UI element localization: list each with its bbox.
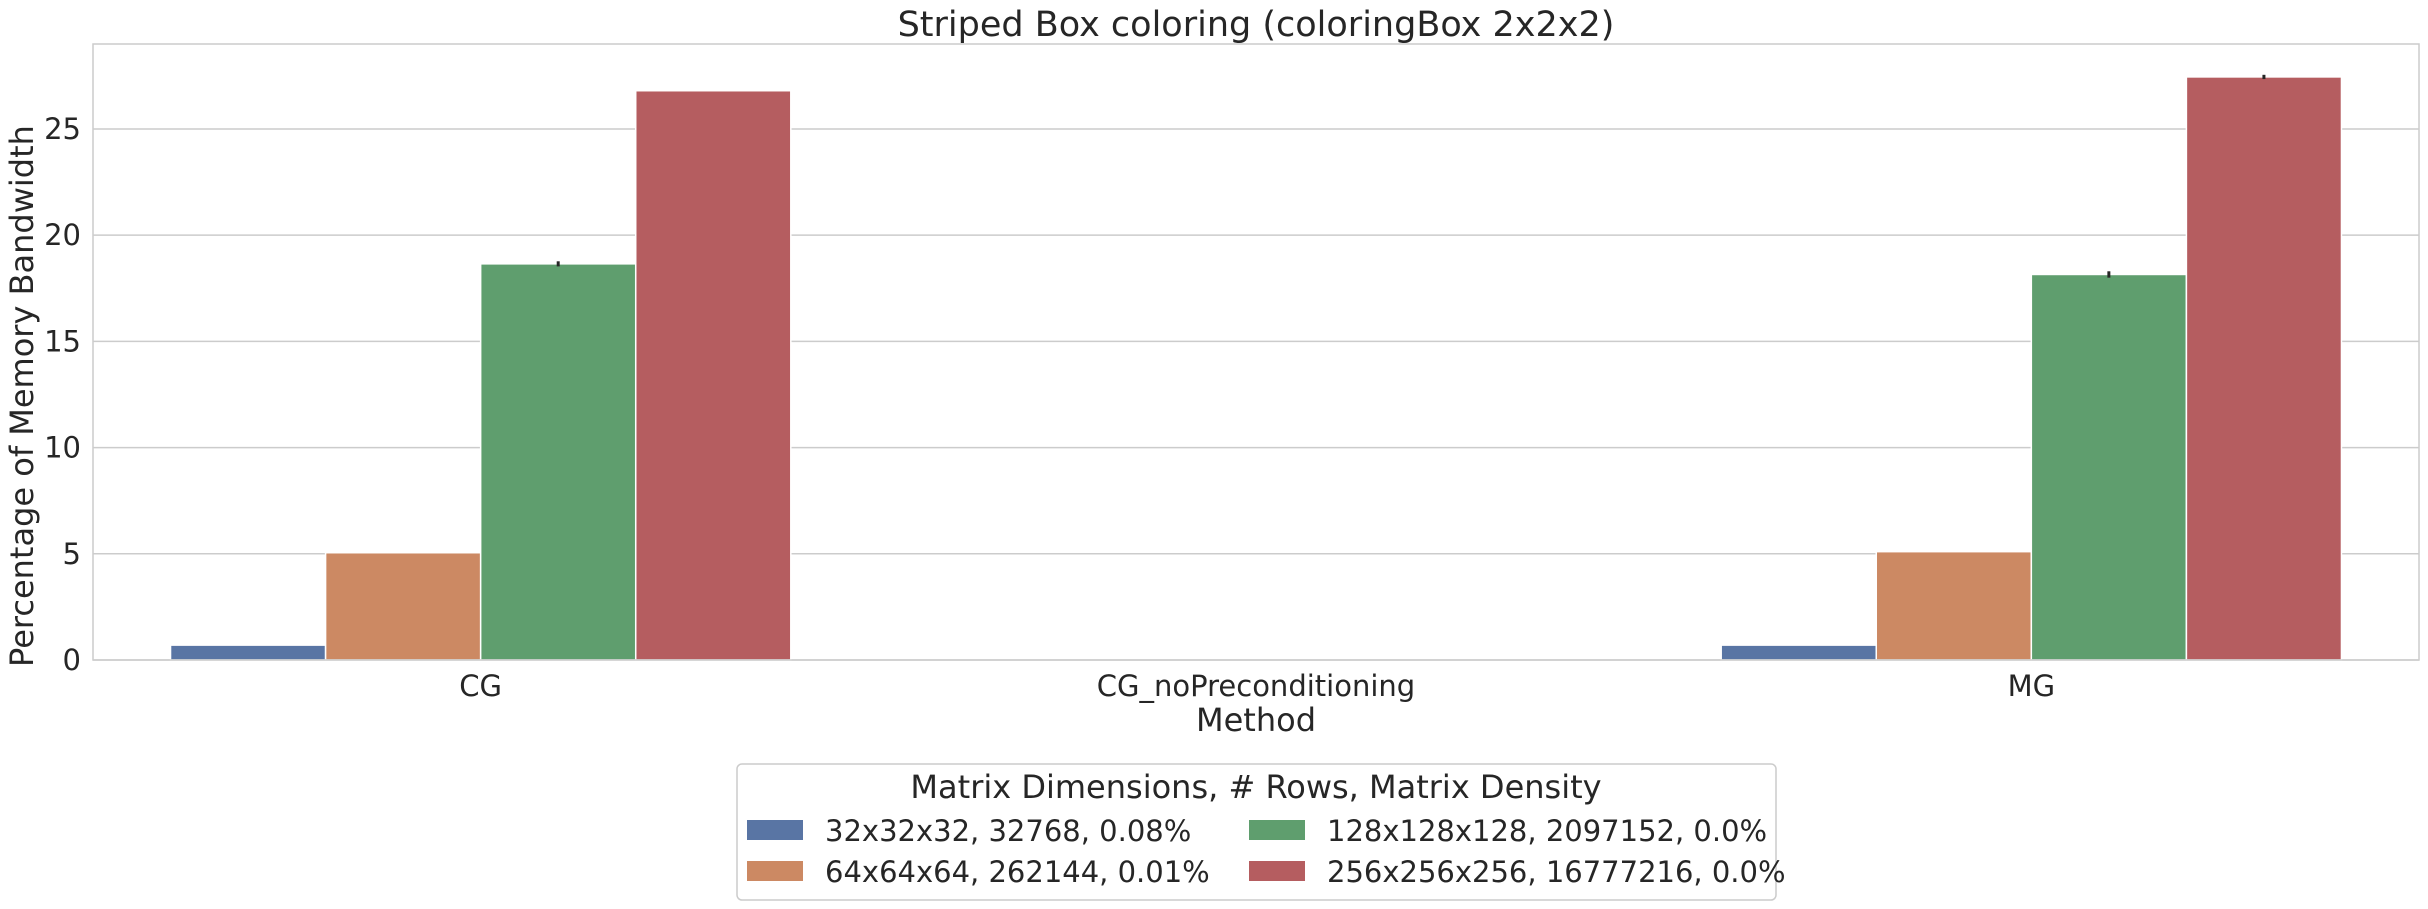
bar <box>2030 273 2188 661</box>
legend-items: 32x32x32, 32768, 0.08% 64x64x64, 262144, … <box>747 814 1786 889</box>
x-tick-labels: CG CG_noPreconditioning MG <box>459 669 2055 703</box>
x-tick-label: CG <box>459 669 502 703</box>
y-axis-title: Percentage of Memory Bandwidth <box>3 125 41 667</box>
y-tick-label: 0 <box>63 643 81 677</box>
bar <box>324 551 482 661</box>
legend-item: 64x64x64, 262144, 0.01% <box>747 855 1210 889</box>
legend-item: 32x32x32, 32768, 0.08% <box>747 814 1191 848</box>
bar <box>1875 550 2033 661</box>
legend-swatch <box>1249 861 1305 881</box>
y-tick-label: 25 <box>44 112 81 146</box>
legend-label: 256x256x256, 16777216, 0.0% <box>1327 855 1786 889</box>
legend-label: 32x32x32, 32768, 0.08% <box>825 814 1191 848</box>
y-tick-label: 15 <box>44 324 81 358</box>
bar <box>2185 76 2343 661</box>
legend-label: 128x128x128, 2097152, 0.0% <box>1327 814 1767 848</box>
y-tick-labels: 0 5 10 15 20 25 <box>44 112 81 677</box>
chart-title: Striped Box coloring (coloringBox 2x2x2) <box>898 5 1615 45</box>
x-axis-title: Method <box>1196 701 1316 739</box>
plot-frame <box>92 43 2420 661</box>
y-tick-label: 5 <box>63 537 81 571</box>
legend-swatch <box>747 820 803 840</box>
bars <box>169 76 2343 661</box>
legend-label: 64x64x64, 262144, 0.01% <box>825 855 1210 889</box>
x-tick-label: MG <box>2008 669 2056 703</box>
bar <box>634 89 792 661</box>
y-tick-label: 10 <box>44 431 81 465</box>
legend-title: Matrix Dimensions, # Rows, Matrix Densit… <box>910 768 1601 806</box>
legend-item: 128x128x128, 2097152, 0.0% <box>1249 814 1767 848</box>
error-bars <box>556 74 2266 278</box>
bar <box>169 644 327 661</box>
legend-item: 256x256x256, 16777216, 0.0% <box>1249 855 1786 889</box>
bar <box>1720 644 1878 661</box>
legend: Matrix Dimensions, # Rows, Matrix Densit… <box>736 763 1786 901</box>
legend-swatch <box>747 861 803 881</box>
x-tick-label: CG_noPreconditioning <box>1097 669 1415 703</box>
y-tick-label: 20 <box>44 218 81 252</box>
legend-swatch <box>1249 820 1305 840</box>
bar <box>479 263 637 661</box>
